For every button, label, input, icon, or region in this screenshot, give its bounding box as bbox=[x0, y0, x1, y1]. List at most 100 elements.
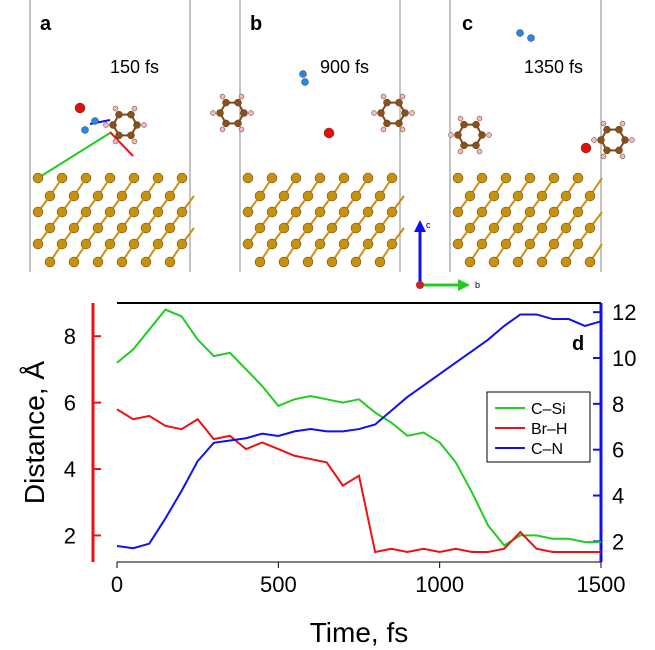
arrow-head bbox=[414, 220, 426, 232]
atom bbox=[476, 148, 483, 155]
atom bbox=[219, 126, 226, 133]
atom bbox=[92, 256, 104, 268]
atom bbox=[248, 110, 254, 116]
y2-tick-label: 6 bbox=[612, 438, 624, 463]
atom bbox=[164, 256, 176, 268]
panel-letter: c bbox=[462, 13, 473, 35]
atom bbox=[115, 110, 123, 119]
atom bbox=[109, 121, 117, 129]
atom bbox=[409, 110, 415, 116]
atom bbox=[254, 256, 266, 268]
atom bbox=[302, 256, 314, 268]
atom bbox=[103, 122, 109, 128]
atom bbox=[91, 117, 99, 125]
atom bbox=[116, 256, 128, 268]
atom bbox=[210, 110, 216, 116]
panel-letter: b bbox=[250, 13, 262, 35]
atom bbox=[472, 120, 480, 129]
atom bbox=[460, 141, 468, 150]
origin bbox=[416, 281, 424, 289]
y-tick-label: 2 bbox=[64, 523, 76, 548]
atom bbox=[377, 109, 385, 117]
x-tick-label: 0 bbox=[111, 572, 123, 597]
atom bbox=[399, 126, 406, 133]
atom bbox=[512, 256, 524, 268]
atom bbox=[476, 115, 483, 122]
bond-line bbox=[37, 132, 111, 179]
atom bbox=[457, 148, 464, 155]
x-tick-label: 1000 bbox=[415, 572, 464, 597]
atom bbox=[127, 110, 135, 119]
panel-letter: d bbox=[572, 333, 584, 355]
atom bbox=[112, 105, 119, 112]
y2-tick-label: 2 bbox=[612, 529, 624, 554]
atom bbox=[219, 93, 226, 100]
atom bbox=[299, 70, 307, 78]
series-line bbox=[116, 408, 601, 554]
atom bbox=[615, 125, 623, 134]
atom bbox=[488, 256, 500, 268]
panel-time: 900 fs bbox=[320, 57, 369, 77]
panel-letter: a bbox=[40, 13, 52, 35]
atom bbox=[600, 120, 607, 127]
atom bbox=[127, 131, 135, 140]
atom bbox=[32, 238, 44, 250]
y2-tick-label: 10 bbox=[612, 346, 636, 371]
atom bbox=[619, 153, 626, 160]
atom bbox=[580, 142, 592, 154]
atom bbox=[395, 119, 403, 128]
legend-label: Br–H bbox=[531, 421, 567, 438]
legend-label: C–N bbox=[531, 441, 563, 458]
atom bbox=[140, 256, 152, 268]
atom bbox=[301, 78, 309, 86]
atom bbox=[131, 105, 138, 112]
atom bbox=[234, 119, 242, 128]
atom bbox=[326, 256, 338, 268]
atom bbox=[371, 110, 377, 116]
y-axis-title: Distance, Å bbox=[19, 361, 50, 504]
series-line bbox=[116, 313, 602, 550]
atom bbox=[234, 98, 242, 107]
atom bbox=[380, 126, 387, 133]
atom bbox=[472, 141, 480, 150]
atom bbox=[603, 146, 611, 155]
atom bbox=[560, 256, 572, 268]
atom bbox=[629, 137, 635, 143]
atom bbox=[350, 256, 362, 268]
atom bbox=[74, 102, 86, 114]
atom bbox=[242, 172, 254, 184]
atom bbox=[238, 126, 245, 133]
atom bbox=[238, 93, 245, 100]
atom bbox=[516, 29, 524, 37]
atom bbox=[383, 98, 391, 107]
y2-tick-label: 4 bbox=[612, 484, 624, 509]
atom bbox=[222, 98, 230, 107]
y-tick-label: 4 bbox=[64, 457, 76, 482]
atom bbox=[32, 206, 44, 218]
atom bbox=[131, 138, 138, 145]
y-tick-label: 8 bbox=[64, 324, 76, 349]
legend-label: C–Si bbox=[531, 401, 566, 418]
x-tick-label: 500 bbox=[260, 572, 297, 597]
atom bbox=[448, 132, 454, 138]
snapshots: a 150 fs b 900 fs c 1350 fs c b bbox=[29, 0, 635, 291]
atom bbox=[591, 137, 597, 143]
atom bbox=[584, 256, 596, 268]
chart: 0 500 1000 1500 2 4 6 8 2 4 6 8 10 12 Time, fs Distance… bbox=[19, 300, 636, 648]
x-axis-title: Time, fs bbox=[310, 617, 409, 648]
atom bbox=[383, 119, 391, 128]
atom bbox=[536, 256, 548, 268]
atom bbox=[278, 256, 290, 268]
atom bbox=[380, 93, 387, 100]
atom bbox=[374, 256, 386, 268]
atom bbox=[600, 153, 607, 160]
atom bbox=[399, 93, 406, 100]
atom bbox=[452, 238, 464, 250]
y2-tick-label: 12 bbox=[612, 300, 636, 325]
y2-tick-label: 8 bbox=[612, 392, 624, 417]
atom bbox=[32, 172, 44, 184]
atom bbox=[323, 127, 335, 139]
atom bbox=[527, 34, 535, 42]
atom bbox=[457, 115, 464, 122]
